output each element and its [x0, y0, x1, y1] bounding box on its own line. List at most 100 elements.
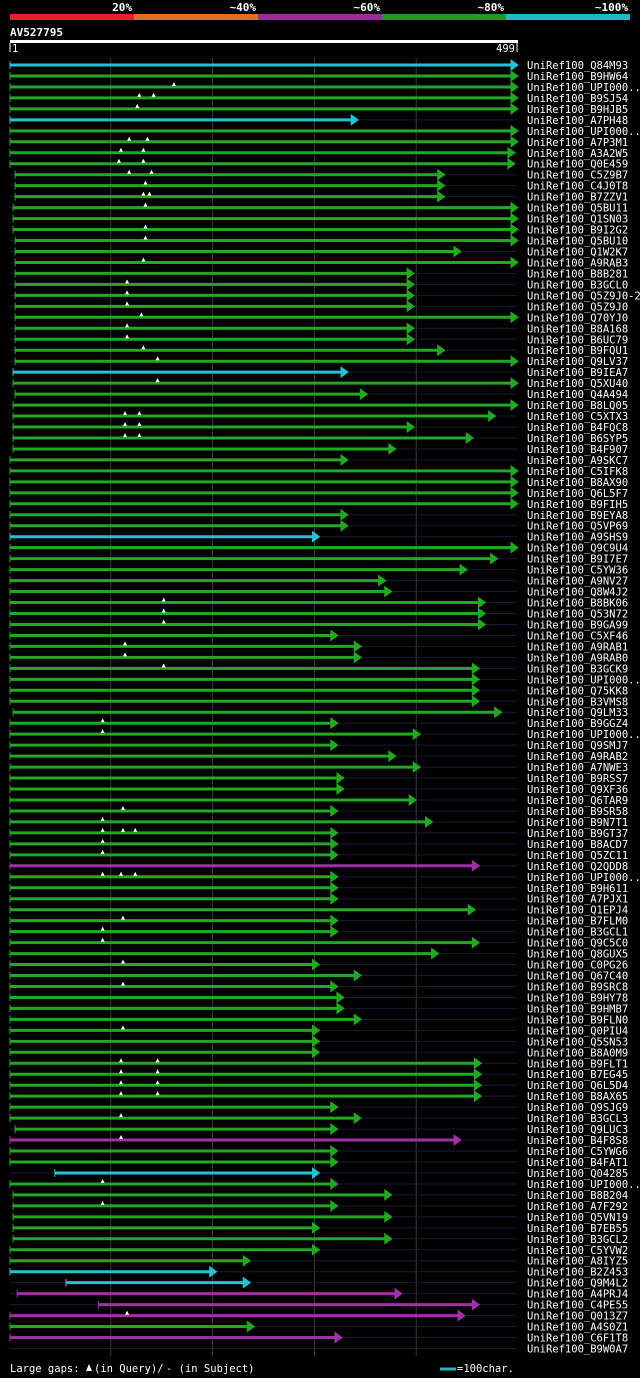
hit-label[interactable]: UniRef100_A9NV27	[527, 576, 628, 588]
hit-row[interactable]: UniRef100_Q5Z9J0	[10, 300, 628, 313]
hit-label[interactable]: UniRef100_Q9C5C0	[527, 938, 628, 950]
hit-label[interactable]: UniRef100_A9SHS9	[527, 532, 628, 544]
hit-row[interactable]: UniRef100_B6UC79	[10, 333, 628, 346]
hit-label[interactable]: UniRef100_B9HY78	[527, 992, 628, 1004]
hit-row[interactable]: UniRef100_Q1EPJ4	[9, 903, 628, 917]
hit-row[interactable]: UniRef100_C0PG26	[9, 958, 628, 972]
hit-row[interactable]: UniRef100_Q9LV37	[10, 355, 628, 368]
hit-label[interactable]: UniRef100_B9EYA8	[527, 510, 628, 522]
hit-row[interactable]: UniRef100_B3GCK9	[9, 662, 628, 675]
hit-label[interactable]: UniRef100_B7FLM0	[527, 916, 628, 928]
hit-row[interactable]: UniRef100_A3A2W5	[9, 146, 628, 160]
hit-label[interactable]: UniRef100_A9RAB0	[527, 652, 628, 664]
hit-label[interactable]: UniRef100_B3GCK9	[527, 663, 628, 675]
hit-row[interactable]: UniRef100_B3GCL2	[10, 1232, 628, 1246]
hit-row[interactable]: UniRef100_B9SR58	[9, 804, 628, 818]
hit-label[interactable]: UniRef100_Q1W2K7	[527, 246, 628, 258]
hit-label[interactable]: UniRef100_B3GCL1	[527, 927, 628, 939]
hit-row[interactable]: UniRef100_A7F292	[10, 1199, 628, 1213]
hit-row[interactable]: UniRef100_Q53N72	[9, 607, 628, 621]
hit-row[interactable]: UniRef100_Q9XF36	[9, 783, 628, 796]
hit-row[interactable]: UniRef100_B3GCL1	[9, 925, 628, 939]
hit-label[interactable]: UniRef100_B9FLT1	[527, 1058, 628, 1070]
hit-row[interactable]: UniRef100_B8A0M9	[9, 1046, 628, 1059]
hit-row[interactable]: UniRef100_UPI000..	[9, 870, 640, 884]
hit-row[interactable]: UniRef100_B4FQC8	[10, 421, 628, 434]
hit-label[interactable]: UniRef100_B9H611	[527, 883, 628, 895]
hit-label[interactable]: UniRef100_B2Z453	[527, 1267, 628, 1279]
hit-label[interactable]: UniRef100_C5YVW2	[527, 1245, 628, 1257]
hit-row[interactable]: UniRef100_B2Z453	[9, 1265, 628, 1279]
hit-row[interactable]: UniRef100_A9RAB2	[9, 750, 628, 763]
hit-label[interactable]: UniRef100_B8ACD7	[527, 839, 628, 851]
hit-label[interactable]: UniRef100_B8B281	[527, 268, 628, 280]
hit-label[interactable]: UniRef100_A9SKC7	[527, 455, 628, 467]
hit-row[interactable]: UniRef100_B9IEA7	[10, 366, 628, 379]
hit-label[interactable]: UniRef100_Q75KK8	[527, 685, 628, 697]
hit-row[interactable]: UniRef100_Q6TAR9	[9, 794, 628, 807]
hit-row[interactable]: UniRef100_A7P3M1	[9, 135, 628, 149]
hit-label[interactable]: UniRef100_Q1EPJ4	[527, 905, 628, 917]
hit-label[interactable]: UniRef100_Q5VP69	[527, 521, 628, 533]
hit-label[interactable]: UniRef100_Q9LUC3	[527, 1124, 628, 1136]
hit-row[interactable]: UniRef100_Q2QDD8	[9, 859, 628, 873]
hit-row[interactable]: UniRef100_Q6L5D4	[9, 1079, 628, 1092]
hit-label[interactable]: UniRef100_Q5Z9J0-2	[527, 290, 640, 302]
hit-label[interactable]: UniRef100_Q5BU11	[527, 203, 628, 215]
hit-label[interactable]: UniRef100_C0PG26	[527, 960, 628, 972]
hit-row[interactable]: UniRef100_Q5SN53	[9, 1035, 628, 1048]
hit-label[interactable]: UniRef100_B4FAT1	[527, 1157, 628, 1169]
hit-row[interactable]: UniRef100_B4F907	[10, 442, 628, 456]
hit-row[interactable]: UniRef100_B9FQU1	[10, 344, 628, 357]
hit-label[interactable]: UniRef100_A8IYZ5	[527, 1256, 628, 1268]
hit-row[interactable]: UniRef100_Q9SJG9	[9, 1101, 628, 1114]
hit-label[interactable]: UniRef100_A7P3M1	[527, 137, 628, 149]
hit-row[interactable]: UniRef100_A7PH48	[9, 113, 628, 127]
hit-label[interactable]: UniRef100_UPI000..	[527, 82, 640, 94]
hit-row[interactable]: UniRef100_B4FAT1	[9, 1156, 628, 1169]
hit-row[interactable]: UniRef100_Q5XU40	[10, 377, 628, 390]
hit-label[interactable]: UniRef100_C5IFK8	[527, 466, 628, 478]
hit-row[interactable]: UniRef100_B8B281	[10, 267, 628, 280]
hit-label[interactable]: UniRef100_UPI000..	[527, 872, 640, 884]
hit-label[interactable]: UniRef100_A7F292	[527, 1201, 628, 1213]
hit-label[interactable]: UniRef100_A7PJX1	[527, 894, 628, 906]
hit-label[interactable]: UniRef100_Q2QDD8	[527, 861, 628, 873]
hit-row[interactable]: UniRef100_B8AX65	[9, 1090, 628, 1103]
hit-label[interactable]: UniRef100_B9GA99	[527, 619, 628, 631]
hit-label[interactable]: UniRef100_UPI000..	[527, 126, 640, 138]
hit-label[interactable]: UniRef100_Q0E459	[527, 159, 628, 171]
hit-label[interactable]: UniRef100_Q1SN03	[527, 214, 628, 226]
hit-row[interactable]: UniRef100_B7EB55	[10, 1221, 628, 1235]
hit-row[interactable]: UniRef100_Q70YJ0	[10, 311, 628, 324]
hit-label[interactable]: UniRef100_Q9SJG9	[527, 1102, 628, 1114]
hit-row[interactable]: UniRef100_Q0PIU4	[9, 1024, 628, 1037]
hit-label[interactable]: UniRef100_Q5SN53	[527, 1036, 628, 1048]
hit-label[interactable]: UniRef100_Q9XF36	[527, 784, 628, 796]
hit-row[interactable]: UniRef100_C5IFK8	[9, 464, 628, 478]
hit-row[interactable]: UniRef100_Q5VN19	[10, 1210, 628, 1224]
hit-label[interactable]: UniRef100_C5YWG6	[527, 1146, 628, 1158]
hit-row[interactable]: UniRef100_Q4A494	[10, 388, 628, 401]
hit-label[interactable]: UniRef100_Q9M4L2	[527, 1278, 628, 1290]
hit-row[interactable]: UniRef100_B9FLN0	[9, 1013, 628, 1026]
hit-row[interactable]: UniRef100_B3GCL0	[10, 278, 628, 291]
hit-label[interactable]: UniRef100_Q6TAR9	[527, 795, 628, 807]
hit-label[interactable]: UniRef100_Q6L5D4	[527, 1080, 628, 1092]
hit-label[interactable]: UniRef100_UPI000..	[527, 674, 640, 686]
hit-row[interactable]: UniRef100_Q013Z7	[9, 1309, 628, 1323]
hit-row[interactable]: UniRef100_UPI000..	[9, 124, 640, 138]
hit-label[interactable]: UniRef100_Q6L5F7	[527, 488, 628, 500]
hit-row[interactable]: UniRef100_A9RAB1	[9, 640, 628, 653]
hit-label[interactable]: UniRef100_B9HMB7	[527, 1003, 628, 1015]
hit-row[interactable]: UniRef100_Q9C5C0	[9, 936, 628, 950]
hit-label[interactable]: UniRef100_Q5VN19	[527, 1212, 628, 1224]
hit-label[interactable]: UniRef100_Q84M93	[527, 60, 628, 72]
hit-label[interactable]: UniRef100_A4S0Z1	[527, 1322, 628, 1334]
hit-row[interactable]: UniRef100_B9H611	[9, 881, 628, 895]
hit-row[interactable]: UniRef100_B9N7T1	[9, 815, 628, 829]
hit-row[interactable]: UniRef100_C5XTX3	[10, 410, 628, 423]
hit-label[interactable]: UniRef100_B9N7T1	[527, 817, 628, 829]
hit-label[interactable]: UniRef100_UPI000..	[527, 729, 640, 741]
hit-label[interactable]: UniRef100_C4J0T8	[527, 181, 628, 193]
